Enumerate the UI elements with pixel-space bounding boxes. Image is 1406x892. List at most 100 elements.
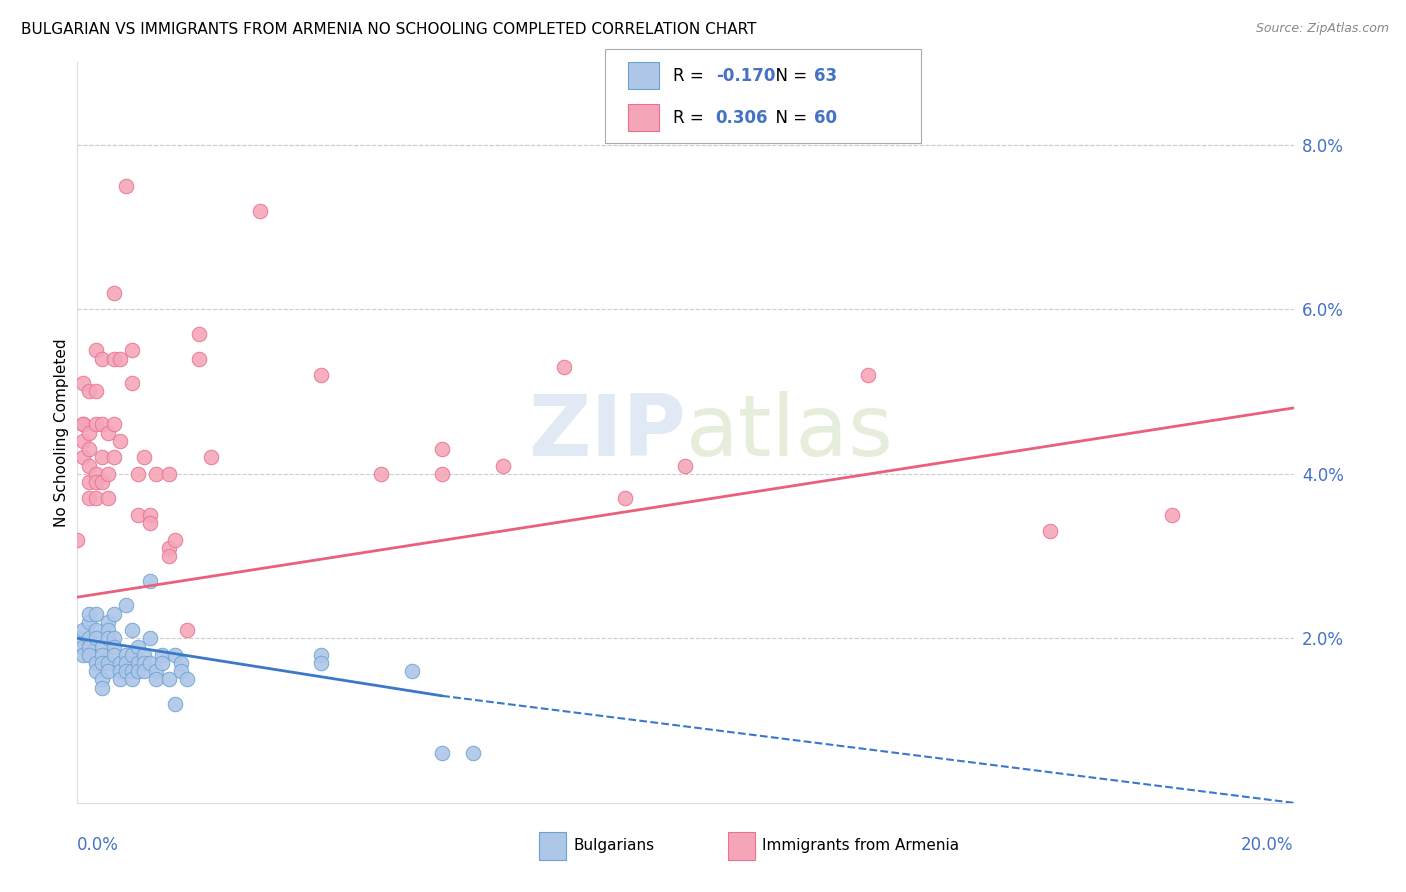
Point bbox=[97, 632, 120, 646]
Point bbox=[108, 434, 131, 448]
Point bbox=[72, 640, 94, 654]
Text: BULGARIAN VS IMMIGRANTS FROM ARMENIA NO SCHOOLING COMPLETED CORRELATION CHART: BULGARIAN VS IMMIGRANTS FROM ARMENIA NO … bbox=[21, 22, 756, 37]
Point bbox=[84, 664, 107, 678]
Point bbox=[90, 450, 112, 465]
Point bbox=[121, 664, 143, 678]
Point bbox=[72, 417, 94, 432]
Point bbox=[134, 664, 156, 678]
Point bbox=[157, 673, 180, 687]
Point bbox=[309, 648, 332, 662]
Point bbox=[139, 574, 162, 588]
Point bbox=[72, 623, 94, 637]
Point bbox=[72, 376, 94, 391]
Text: R =: R = bbox=[673, 109, 710, 127]
Point bbox=[108, 673, 131, 687]
Point bbox=[152, 656, 174, 670]
Point bbox=[430, 467, 453, 481]
Text: N =: N = bbox=[765, 67, 813, 85]
Point bbox=[84, 491, 107, 506]
Text: Source: ZipAtlas.com: Source: ZipAtlas.com bbox=[1256, 22, 1389, 36]
Point bbox=[79, 632, 101, 646]
Point bbox=[163, 697, 186, 711]
Point bbox=[115, 648, 138, 662]
Point bbox=[127, 656, 149, 670]
Point bbox=[97, 467, 120, 481]
Text: 63: 63 bbox=[814, 67, 837, 85]
Point bbox=[90, 656, 112, 670]
Point bbox=[79, 384, 101, 399]
Point bbox=[90, 640, 112, 654]
Point bbox=[84, 384, 107, 399]
Point bbox=[84, 475, 107, 489]
Point bbox=[97, 664, 120, 678]
Bar bbox=[728, 831, 755, 860]
Point bbox=[492, 458, 515, 473]
Point bbox=[72, 417, 94, 432]
Point bbox=[72, 648, 94, 662]
Point bbox=[79, 458, 101, 473]
Point bbox=[79, 648, 101, 662]
Text: 0.0%: 0.0% bbox=[77, 836, 120, 854]
Point bbox=[188, 326, 211, 341]
Text: 20.0%: 20.0% bbox=[1241, 836, 1294, 854]
Point bbox=[72, 434, 94, 448]
Point bbox=[249, 203, 271, 218]
Point bbox=[139, 656, 162, 670]
Point bbox=[188, 351, 211, 366]
Point bbox=[370, 467, 392, 481]
Point bbox=[163, 648, 186, 662]
Point bbox=[84, 467, 107, 481]
Point bbox=[90, 673, 112, 687]
Point bbox=[121, 648, 143, 662]
Point bbox=[115, 664, 138, 678]
Point bbox=[145, 664, 167, 678]
Point bbox=[79, 442, 101, 456]
Point bbox=[176, 673, 198, 687]
Point bbox=[309, 656, 332, 670]
Point bbox=[134, 648, 156, 662]
Point bbox=[553, 359, 575, 374]
Point bbox=[200, 450, 222, 465]
Point bbox=[430, 442, 453, 456]
Point bbox=[90, 475, 112, 489]
Point bbox=[103, 351, 125, 366]
Point bbox=[108, 656, 131, 670]
Point bbox=[97, 491, 120, 506]
Point bbox=[401, 664, 423, 678]
Text: 60: 60 bbox=[814, 109, 837, 127]
Point bbox=[84, 656, 107, 670]
Point bbox=[79, 491, 101, 506]
Point bbox=[157, 467, 180, 481]
Point bbox=[84, 623, 107, 637]
Point bbox=[121, 673, 143, 687]
Point bbox=[103, 417, 125, 432]
Point bbox=[84, 607, 107, 621]
Point bbox=[103, 285, 125, 300]
Point bbox=[90, 648, 112, 662]
Point bbox=[84, 343, 107, 358]
Point bbox=[176, 623, 198, 637]
Point bbox=[145, 673, 167, 687]
Point bbox=[115, 178, 138, 193]
Point bbox=[90, 417, 112, 432]
Text: N =: N = bbox=[765, 109, 813, 127]
Point bbox=[84, 632, 107, 646]
Point bbox=[66, 632, 89, 646]
Point bbox=[90, 681, 112, 695]
Point bbox=[127, 467, 149, 481]
Point bbox=[79, 475, 101, 489]
Point bbox=[163, 533, 186, 547]
Point bbox=[170, 656, 193, 670]
Point bbox=[90, 351, 112, 366]
Text: -0.170: -0.170 bbox=[716, 67, 775, 85]
Point bbox=[675, 458, 697, 473]
Point bbox=[103, 607, 125, 621]
Point bbox=[103, 450, 125, 465]
Point bbox=[127, 508, 149, 522]
Point bbox=[97, 615, 120, 629]
Point bbox=[1039, 524, 1062, 539]
Text: Immigrants from Armenia: Immigrants from Armenia bbox=[762, 838, 959, 854]
Point bbox=[139, 516, 162, 530]
Text: atlas: atlas bbox=[686, 391, 893, 475]
Point bbox=[461, 747, 484, 761]
